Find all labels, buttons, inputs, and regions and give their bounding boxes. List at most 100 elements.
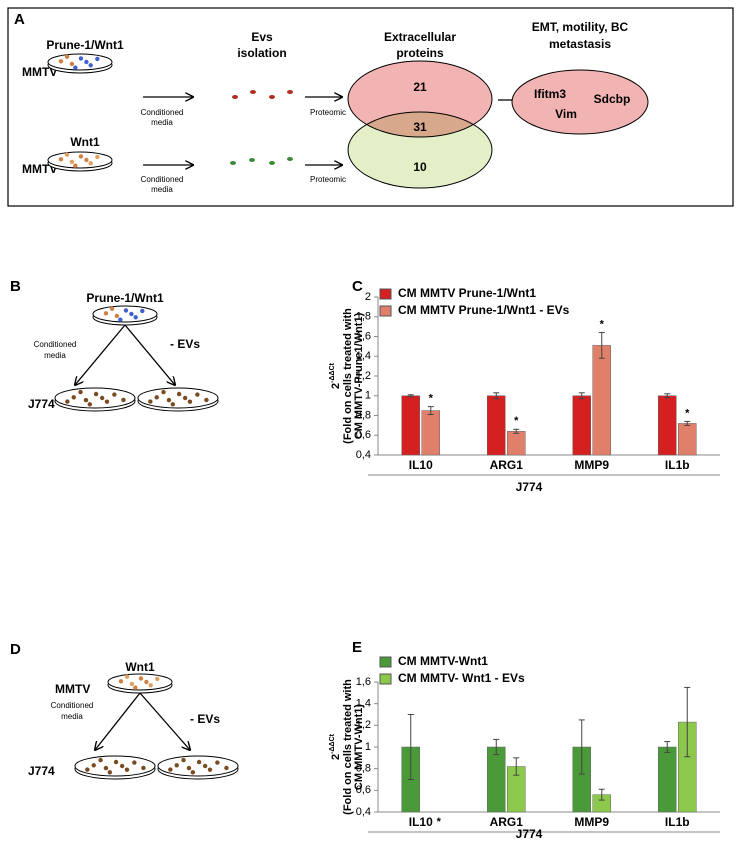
cell: [133, 685, 138, 690]
cell: [129, 311, 134, 317]
error-bar: [684, 420, 691, 426]
cell: [93, 391, 99, 397]
cell: [84, 157, 89, 163]
method: Proteomic: [310, 175, 346, 184]
cell: [124, 674, 130, 679]
cell: [207, 767, 213, 772]
panel-a-frame: [7, 7, 734, 207]
x-tick-label: ARG1: [490, 458, 524, 472]
bar: [507, 431, 526, 456]
cell: [181, 757, 186, 763]
venn-set: [347, 111, 493, 189]
venn-count: 21: [413, 80, 427, 94]
y-tick-label: 0,4: [356, 806, 371, 818]
cell: [166, 397, 172, 403]
significance: *: [437, 816, 442, 828]
cell: [112, 392, 117, 397]
genotype: Prune-1/Wnt1: [46, 38, 124, 52]
dish: [47, 151, 113, 169]
legend-swatch: [379, 673, 392, 685]
x-tick-label: IL1b: [665, 815, 690, 829]
y-tick-label: 1,4: [356, 698, 371, 710]
x-tick-label: ARG1: [490, 815, 524, 829]
cell: [204, 397, 209, 403]
cell: [85, 767, 90, 772]
y-label-exponent: -ΔΔCt: [329, 733, 336, 753]
significance: *: [685, 407, 690, 419]
legend-label: CM MMTV-Wnt1: [398, 654, 488, 668]
evs: [230, 90, 293, 165]
cell: [133, 315, 138, 320]
venn-count: 10: [413, 160, 427, 174]
cell: [91, 763, 96, 768]
x-label: J774: [516, 480, 543, 494]
genotype: Prune-1/Wnt1: [86, 291, 164, 305]
cells: J774: [28, 764, 55, 778]
cell: [88, 161, 93, 166]
step-title: isolation: [237, 46, 286, 60]
cell: [69, 159, 75, 165]
cell: [73, 65, 78, 70]
cell: [78, 389, 83, 395]
arrow: [139, 692, 190, 750]
error-bar: [407, 714, 414, 780]
cell: [95, 56, 100, 62]
cells: J774: [28, 397, 55, 411]
cell: [69, 61, 75, 67]
result-set: [511, 69, 649, 135]
cell: [113, 759, 119, 765]
cell: [148, 399, 153, 404]
cell: [64, 152, 70, 157]
y-label: (Fold on cells treated with: [342, 679, 354, 815]
removal: - EVs: [170, 337, 200, 351]
cell: [78, 154, 84, 159]
legend-label: CM MMTV- Wnt1 - EVs: [398, 671, 525, 685]
y-label: 2-ΔΔCt: [329, 733, 342, 760]
cell: [148, 683, 153, 688]
panel-label: E: [352, 639, 362, 656]
x-tick-label: IL1b: [665, 458, 690, 472]
y-label: CM MMTV-Wnt1): [353, 704, 365, 790]
error-bar: [513, 757, 520, 776]
panel-label: A: [14, 11, 25, 28]
bar: [421, 410, 440, 456]
legend-swatch: [379, 305, 392, 317]
cell: [121, 397, 126, 403]
cell: [64, 54, 70, 59]
cell: [58, 157, 64, 162]
cell: [202, 763, 208, 769]
strain: MMTV: [22, 65, 57, 79]
cell: [186, 765, 192, 771]
bar: [658, 746, 677, 813]
result-title: EMT, motility, BC: [532, 20, 629, 34]
bar: [487, 746, 506, 813]
error-bar: [407, 394, 414, 398]
step: media: [61, 712, 83, 721]
cell: [84, 59, 89, 65]
y-label-base: 2: [330, 754, 342, 760]
cell: [118, 679, 124, 684]
cell: [107, 770, 113, 775]
y-tick-label: 1,4: [356, 350, 371, 362]
dish: [47, 53, 113, 71]
y-tick-label: 0,8: [356, 763, 371, 775]
cell: [73, 163, 78, 168]
x-tick-label: MMP9: [574, 458, 609, 472]
cell: [99, 395, 105, 401]
venn-title: proteins: [396, 46, 444, 60]
y-tick-label: 1,8: [356, 311, 371, 323]
significance: *: [429, 393, 434, 405]
cell: [154, 395, 159, 400]
y-tick-label: 0,6: [356, 784, 371, 796]
cell: [174, 763, 179, 768]
step: media: [151, 118, 173, 127]
cell: [78, 56, 84, 61]
step-title: Evs: [251, 30, 273, 44]
y-tick-label: 0,4: [356, 449, 371, 461]
arrow: [75, 324, 126, 385]
error-bar: [427, 406, 434, 416]
y-tick-label: 2: [365, 291, 371, 303]
arrow: [124, 324, 175, 385]
cell: [114, 313, 120, 319]
x-label: J774: [516, 827, 543, 838]
